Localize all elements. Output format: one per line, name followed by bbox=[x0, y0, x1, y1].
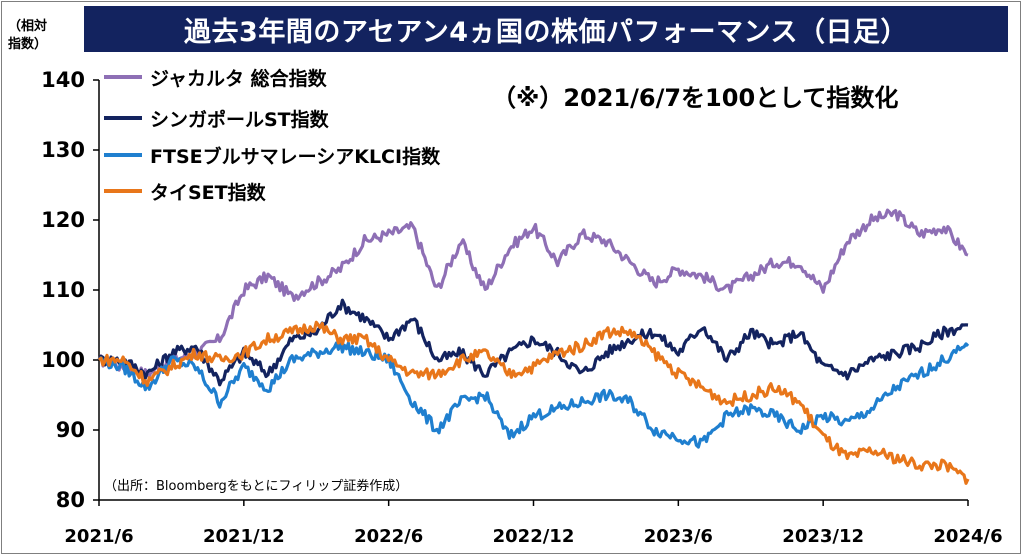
x-tick-label: 2023/12 bbox=[782, 526, 864, 547]
x-tick-label: 2024/6 bbox=[933, 526, 1002, 547]
index-note: （※）2021/6/7を100として指数化 bbox=[492, 84, 899, 112]
series-line-2 bbox=[97, 340, 970, 449]
series-line-1 bbox=[97, 298, 969, 387]
y-axis-unit-label: （相対 指数） bbox=[8, 18, 68, 54]
y-tick-label: 130 bbox=[41, 138, 85, 162]
y-tick-label: 110 bbox=[41, 278, 85, 302]
legend-label-singapore: シンガポールST指数 bbox=[150, 108, 329, 131]
y-tick-label: 100 bbox=[41, 348, 85, 372]
y-unit-line2: 指数） bbox=[8, 37, 48, 52]
chart-title-bar: 過去3年間のアセアン4ヵ国の株価パフォーマンス（日足） bbox=[84, 6, 1008, 52]
legend-swatch-singapore bbox=[104, 116, 142, 120]
y-tick-label: 80 bbox=[56, 488, 85, 512]
legend-swatch-malaysia bbox=[104, 153, 142, 157]
legend-swatch-jakarta bbox=[104, 75, 142, 79]
legend-item-malaysia: FTSEブルサマレーシアKLCI指数 bbox=[104, 140, 440, 170]
x-tick-label: 2021/6 bbox=[64, 526, 133, 547]
legend-swatch-thailand bbox=[104, 189, 142, 193]
y-tick-label: 140 bbox=[41, 68, 85, 92]
series-line-3 bbox=[97, 320, 970, 485]
x-tick-label: 2021/12 bbox=[203, 526, 285, 547]
x-tick-label: 2022/12 bbox=[493, 526, 575, 547]
source-note: （出所：Bloombergをもとにフィリップ証券作成） bbox=[104, 479, 409, 494]
legend-label-thailand: タイSET指数 bbox=[150, 181, 266, 204]
y-tick-label: 90 bbox=[56, 418, 85, 442]
x-tick-label: 2023/6 bbox=[644, 526, 713, 547]
legend-label-malaysia: FTSEブルサマレーシアKLCI指数 bbox=[150, 145, 441, 168]
legend-item-singapore: シンガポールST指数 bbox=[104, 103, 329, 133]
chart-title: 過去3年間のアセアン4ヵ国の株価パフォーマンス（日足） bbox=[184, 16, 908, 48]
y-tick-label: 120 bbox=[41, 208, 85, 232]
legend-item-thailand: タイSET指数 bbox=[104, 176, 266, 206]
series-line-0 bbox=[97, 208, 969, 379]
y-unit-line1: （相対 bbox=[8, 19, 48, 34]
legend-item-jakarta: ジャカルタ 総合指数 bbox=[104, 62, 327, 92]
legend-label-jakarta: ジャカルタ 総合指数 bbox=[150, 67, 327, 90]
x-tick-label: 2022/6 bbox=[354, 526, 423, 547]
